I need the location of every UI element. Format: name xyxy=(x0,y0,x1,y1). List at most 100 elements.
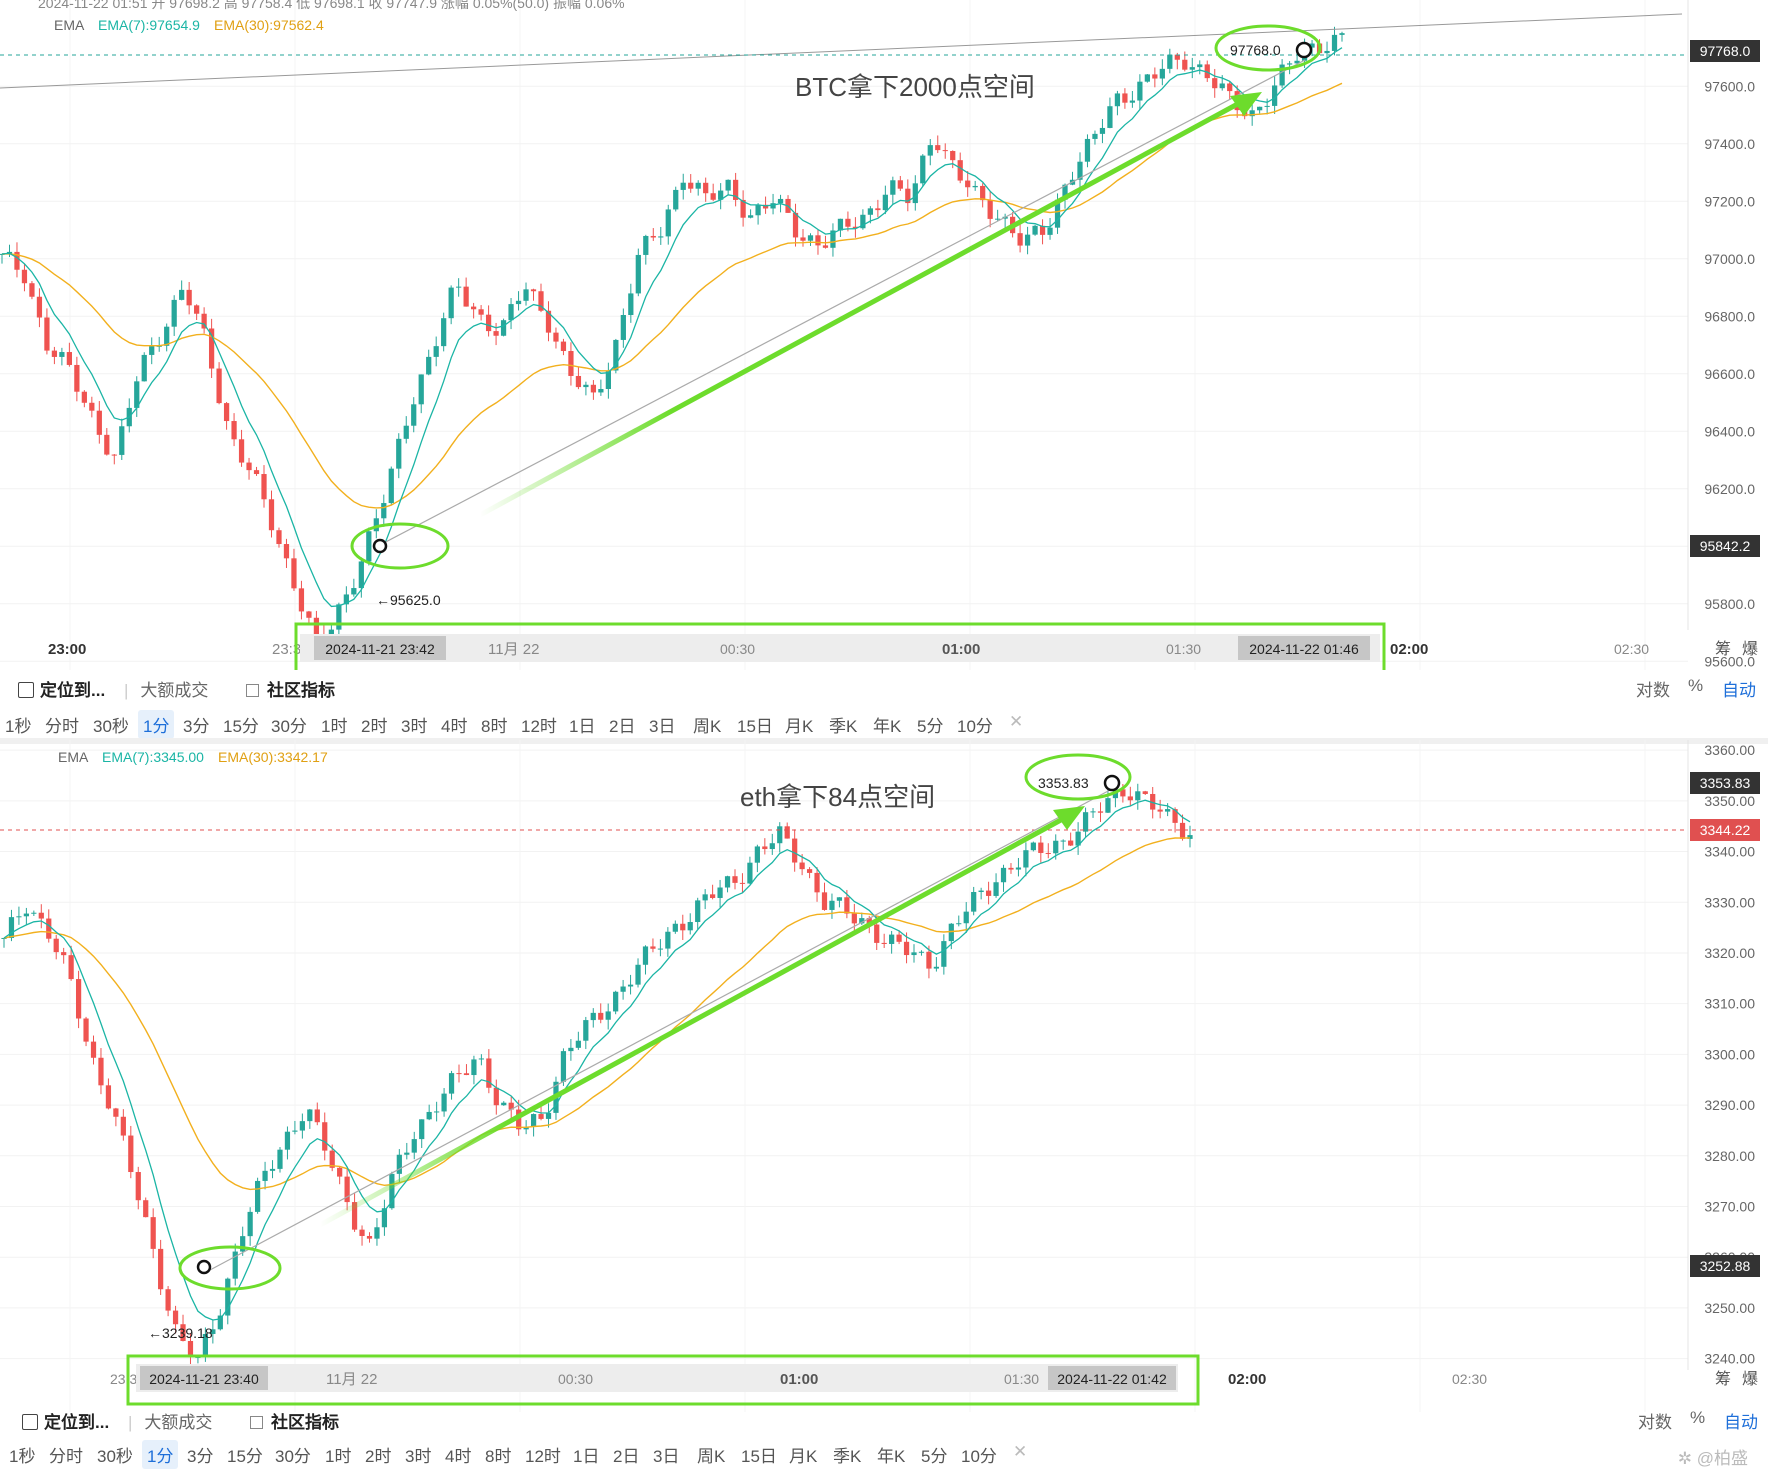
btc-auto-scale-button[interactable]: 自动 xyxy=(1722,681,1756,700)
timeframe-14[interactable]: 2日 xyxy=(609,717,636,736)
timeframe-17[interactable]: 15日 xyxy=(741,1447,777,1466)
eth-chart-svg[interactable]: 3360.00 3350.00 3340.00 3330.00 3320.00 3310.… xyxy=(0,740,1768,1412)
timeframe-7[interactable]: 1时 xyxy=(321,717,348,736)
timeframe-11[interactable]: 8时 xyxy=(481,717,508,736)
timeframe-3[interactable]: 1分 xyxy=(142,1440,179,1469)
btc-candle xyxy=(1144,74,1150,82)
btc-range-start: 2024-11-21 23:42 xyxy=(325,641,435,657)
timeframe-9[interactable]: 3时 xyxy=(405,1447,432,1466)
btc-range-highlight xyxy=(294,622,1386,670)
timeframe-2[interactable]: 30秒 xyxy=(93,717,129,736)
btc-candle xyxy=(1107,106,1113,128)
eth-candle xyxy=(1157,809,1163,812)
timeframe-4[interactable]: 3分 xyxy=(187,1447,214,1466)
timeframe-16[interactable]: 周K xyxy=(697,1447,726,1466)
btc-candle xyxy=(515,300,522,305)
timeframe-1[interactable]: 分时 xyxy=(45,717,79,736)
eth-price-tick-label: 3280.00 xyxy=(1704,1148,1755,1164)
eth-percent-button[interactable]: % xyxy=(1690,1408,1706,1427)
timeframe-19[interactable]: 季K xyxy=(829,717,858,736)
btc-candle xyxy=(680,182,686,190)
eth-price-tick-label: 3240.00 xyxy=(1704,1351,1755,1367)
timeframe-15[interactable]: 3日 xyxy=(653,1447,680,1466)
btc-liquidation-label[interactable]: 爆 xyxy=(1742,639,1758,658)
timeframe-8[interactable]: 2时 xyxy=(361,717,388,736)
timeframe-4[interactable]: 3分 xyxy=(183,717,210,736)
btc-price-tick-label: 97400.0 xyxy=(1704,136,1755,152)
eth-liquidation-label[interactable]: 爆 xyxy=(1742,1369,1758,1388)
timeframe-12[interactable]: 12时 xyxy=(521,717,557,736)
eth-locate-button[interactable]: 定位到... xyxy=(22,1408,109,1433)
btc-candle xyxy=(186,289,192,306)
timeframe-15[interactable]: 3日 xyxy=(649,717,676,736)
timeframe-7[interactable]: 1时 xyxy=(325,1447,352,1466)
timeframe-11[interactable]: 8时 xyxy=(485,1447,512,1466)
timeframe-22[interactable]: 10分 xyxy=(957,717,993,736)
timeframe-8[interactable]: 2时 xyxy=(365,1447,392,1466)
close-icon[interactable]: ✕ xyxy=(1013,1442,1028,1461)
eth-community-indicator-button[interactable]: 社区指标 xyxy=(250,1408,339,1433)
btc-big-trades-button[interactable]: | 大额成交 xyxy=(124,681,209,700)
timeframe-17[interactable]: 15日 xyxy=(737,717,773,736)
btc-percent-button[interactable]: % xyxy=(1688,676,1704,695)
btc-candle xyxy=(238,439,245,463)
btc-low-arrow: ← xyxy=(376,592,390,608)
panel-separator[interactable] xyxy=(0,738,1768,744)
timeframe-9[interactable]: 3时 xyxy=(401,717,428,736)
btc-candle xyxy=(104,434,110,455)
eth-candle xyxy=(1187,835,1193,839)
timeframe-0[interactable]: 1秒 xyxy=(5,717,32,736)
timeframe-12[interactable]: 12时 xyxy=(525,1447,561,1466)
btc-community-indicator-button[interactable]: 社区指标 xyxy=(246,676,335,701)
eth-candle xyxy=(83,1018,89,1042)
timeframe-16[interactable]: 周K xyxy=(693,717,722,736)
btc-ema7-line xyxy=(1,47,1343,608)
timeframe-22[interactable]: 10分 xyxy=(961,1447,997,1466)
timeframe-10[interactable]: 4时 xyxy=(445,1447,472,1466)
eth-log-scale-button[interactable]: 对数 xyxy=(1638,1413,1672,1432)
btc-locate-button[interactable]: 定位到... xyxy=(18,676,105,701)
timeframe-13[interactable]: 1日 xyxy=(573,1447,600,1466)
timeframe-3[interactable]: 1分 xyxy=(138,710,175,739)
eth-chart-panel: 3360.00 3350.00 3340.00 3330.00 3320.00 3310.… xyxy=(0,740,1768,1481)
btc-candle xyxy=(935,145,941,151)
timeframe-0[interactable]: 1秒 xyxy=(9,1447,36,1466)
btc-candle xyxy=(1309,43,1315,48)
btc-candle xyxy=(1129,100,1136,103)
timeframe-10[interactable]: 4时 xyxy=(441,717,468,736)
timeframe-6[interactable]: 30分 xyxy=(275,1447,311,1466)
timeframe-1[interactable]: 分时 xyxy=(49,1447,83,1466)
close-icon[interactable]: ✕ xyxy=(1009,712,1024,731)
timeframe-20[interactable]: 年K xyxy=(877,1447,906,1466)
btc-candle xyxy=(134,381,140,408)
timeframe-21[interactable]: 5分 xyxy=(917,717,944,736)
timeframe-19[interactable]: 季K xyxy=(833,1447,862,1466)
btc-candle xyxy=(253,470,260,475)
timeframe-14[interactable]: 2日 xyxy=(613,1447,640,1466)
btc-candle xyxy=(1339,33,1345,35)
eth-candle xyxy=(1135,791,1141,801)
timeframe-5[interactable]: 15分 xyxy=(223,717,259,736)
btc-range-bar[interactable] xyxy=(300,634,1380,662)
btc-candle xyxy=(1032,225,1038,235)
btc-chip-label[interactable]: 筹 xyxy=(1715,640,1731,658)
timeframe-18[interactable]: 月K xyxy=(789,1447,818,1466)
btc-candle xyxy=(807,235,814,241)
timeframe-21[interactable]: 5分 xyxy=(921,1447,948,1466)
btc-chart-svg[interactable]: 97600.0 97400.0 97200.0 97000.0 96800.0 96600… xyxy=(0,0,1768,670)
eth-candle xyxy=(963,911,969,924)
timeframe-2[interactable]: 30秒 xyxy=(97,1447,133,1466)
timeframe-13[interactable]: 1日 xyxy=(569,717,596,736)
timeframe-6[interactable]: 30分 xyxy=(271,717,307,736)
btc-log-scale-button[interactable]: 对数 xyxy=(1636,681,1670,700)
eth-big-trades-button[interactable]: | 大额成交 xyxy=(128,1413,213,1432)
btc-candle xyxy=(261,474,267,500)
eth-range-bar[interactable] xyxy=(136,1364,1178,1392)
timeframe-20[interactable]: 年K xyxy=(873,717,902,736)
timeframe-5[interactable]: 15分 xyxy=(227,1447,263,1466)
btc-candle xyxy=(493,331,499,336)
eth-auto-scale-button[interactable]: 自动 xyxy=(1724,1413,1758,1432)
timeframe-18[interactable]: 月K xyxy=(785,717,814,736)
eth-chip-label[interactable]: 筹 xyxy=(1715,1370,1731,1388)
eth-candle xyxy=(695,900,701,923)
